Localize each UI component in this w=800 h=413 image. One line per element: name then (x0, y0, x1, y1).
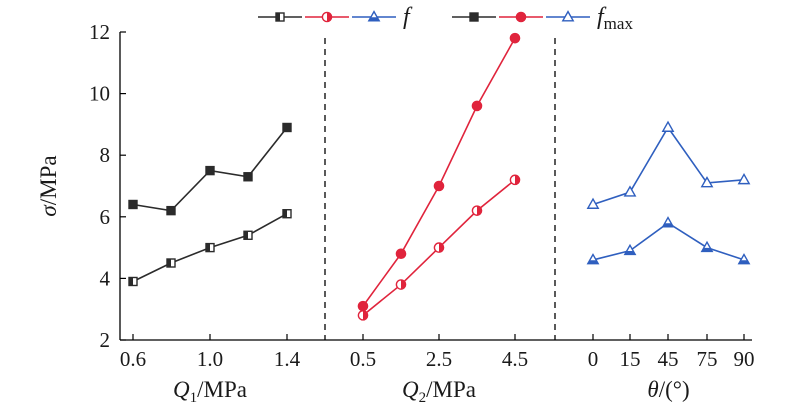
panel-theta (586, 120, 751, 265)
triangle-marker-half (662, 223, 674, 227)
circle-marker-half (515, 175, 520, 185)
circle-marker-half (477, 206, 482, 216)
circle-marker (357, 300, 369, 312)
square-marker-half (129, 277, 133, 286)
legend: f fmax (258, 4, 633, 33)
x-tick-label: 0.6 (120, 347, 146, 371)
series-layer (128, 32, 751, 321)
y-tick-label: 10 (89, 82, 110, 106)
legend-label-symbol: f (597, 4, 607, 30)
legend-label-sub: max (604, 14, 634, 33)
square-marker (205, 165, 215, 176)
square-marker-half (283, 209, 287, 218)
x-axis-label-unit: /MPa (426, 377, 476, 402)
y-tick-label: 12 (89, 20, 110, 44)
x-tick-label: 45 (658, 347, 679, 371)
x-axis-label-symbol: Q (402, 377, 419, 402)
y-axis-label-unit: /MPa (36, 155, 61, 205)
x-axis-label-sub: 1 (190, 390, 198, 406)
square-marker-half (206, 243, 210, 252)
triangle-marker (661, 120, 675, 132)
x-tick-label: 4.5 (502, 347, 528, 371)
x-tick-label: 2.5 (426, 347, 452, 371)
y-tick-label: 8 (100, 143, 111, 167)
y-tick-label: 2 (100, 328, 111, 352)
legend-label-f: f (403, 4, 413, 30)
x-tick-label: 15 (620, 347, 641, 371)
triangle-marker (737, 173, 751, 185)
square-marker-half (276, 13, 280, 21)
triangle-marker (623, 185, 637, 197)
legend-entry-fmax: fmax (452, 4, 633, 33)
y-tick-label: 4 (100, 266, 111, 290)
x-axis-label-q2: Q2/MPa (402, 377, 476, 406)
x-axis-label-unit: /MPa (197, 377, 247, 402)
circle-marker (471, 100, 483, 112)
x-axis-label-symbol: θ (647, 377, 658, 402)
square-marker (128, 199, 138, 210)
triangle-marker (561, 10, 575, 22)
x-tick-label: 1.0 (197, 347, 223, 371)
triangle-marker-half (701, 247, 713, 252)
square-marker (166, 205, 176, 216)
square-marker (282, 122, 292, 133)
circle-marker-half (327, 12, 332, 22)
x-axis-label-symbol: Q (173, 377, 190, 402)
legend-label-fmax: fmax (597, 4, 633, 33)
y-axis: 2 4 6 8 10 12 (89, 20, 126, 352)
x-axis: 0.6 1.0 1.4 0.5 2.5 4.5 0 15 45 75 90 (120, 334, 755, 371)
y-axis-label-symbol: σ (36, 204, 61, 217)
triangle-marker-half (738, 260, 750, 264)
circle-marker (509, 32, 521, 44)
x-tick-label: 0 (588, 347, 599, 371)
legend-entry-f: f (258, 4, 413, 30)
x-axis-label-sub: 2 (419, 390, 427, 406)
axis-labels: Q1/MPa Q2/MPa θ/(°)σ/MPa (36, 155, 690, 406)
square-marker-half (244, 231, 248, 240)
square-marker-half (167, 259, 171, 267)
triangle-marker (700, 176, 714, 188)
triangle-marker (586, 197, 600, 209)
circle-marker-half (363, 310, 368, 320)
triangle-marker-half (587, 260, 599, 264)
x-tick-label: 90 (734, 347, 755, 371)
x-axis-label-unit: /(°) (659, 377, 690, 402)
square-marker (243, 172, 253, 182)
x-axis-label-theta: θ/(°) (647, 377, 689, 402)
y-tick-label: 6 (100, 205, 111, 229)
triangle-marker-half (368, 17, 380, 21)
circle-marker-half (401, 279, 406, 290)
series-line-f-theta (592, 221, 745, 261)
series-line-fmax-q2 (362, 37, 516, 307)
circle-marker-half (439, 243, 444, 253)
x-tick-label: 75 (697, 347, 718, 371)
x-tick-label: 1.4 (274, 347, 301, 371)
circle-marker (515, 11, 527, 23)
series-line-fmax-theta (592, 126, 745, 206)
x-axis-label-q1: Q1/MPa (173, 377, 247, 406)
panel-q1 (128, 122, 292, 287)
circle-marker (395, 248, 407, 260)
circle-marker (433, 180, 445, 192)
triangle-marker-half (624, 250, 636, 255)
square-marker (469, 12, 479, 22)
x-tick-label: 0.5 (350, 347, 376, 371)
legend-label-symbol: f (403, 4, 413, 30)
panel-q2 (357, 32, 521, 321)
y-axis-label: σ/MPa (36, 155, 61, 216)
